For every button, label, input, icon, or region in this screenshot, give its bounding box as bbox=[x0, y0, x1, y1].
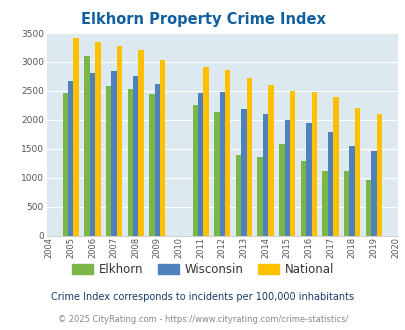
Bar bbox=[192, 106, 198, 236]
Bar bbox=[262, 114, 268, 236]
Bar bbox=[246, 78, 252, 236]
Text: Crime Index corresponds to incidents per 100,000 inhabitants: Crime Index corresponds to incidents per… bbox=[51, 292, 354, 302]
Bar bbox=[268, 85, 273, 236]
Bar bbox=[138, 50, 143, 236]
Bar bbox=[127, 89, 133, 236]
Bar bbox=[214, 113, 219, 236]
Bar bbox=[224, 70, 230, 236]
Bar bbox=[68, 81, 73, 236]
Bar bbox=[300, 161, 305, 236]
Bar bbox=[327, 132, 333, 236]
Bar bbox=[84, 56, 90, 236]
Bar bbox=[333, 97, 338, 236]
Bar bbox=[203, 67, 208, 236]
Bar bbox=[90, 73, 95, 236]
Legend: Elkhorn, Wisconsin, National: Elkhorn, Wisconsin, National bbox=[67, 258, 338, 281]
Bar bbox=[365, 180, 370, 236]
Bar bbox=[354, 108, 359, 236]
Bar bbox=[241, 109, 246, 236]
Bar bbox=[370, 151, 375, 236]
Bar bbox=[111, 71, 117, 236]
Bar bbox=[219, 92, 224, 236]
Bar bbox=[73, 38, 79, 236]
Text: © 2025 CityRating.com - https://www.cityrating.com/crime-statistics/: © 2025 CityRating.com - https://www.city… bbox=[58, 315, 347, 324]
Bar bbox=[149, 94, 154, 236]
Bar bbox=[133, 76, 138, 236]
Bar bbox=[278, 144, 284, 236]
Bar bbox=[62, 93, 68, 236]
Bar bbox=[257, 156, 262, 236]
Bar bbox=[375, 114, 381, 236]
Bar bbox=[322, 171, 327, 236]
Bar bbox=[106, 86, 111, 236]
Text: Elkhorn Property Crime Index: Elkhorn Property Crime Index bbox=[80, 12, 325, 26]
Bar bbox=[235, 155, 241, 236]
Bar bbox=[117, 46, 122, 236]
Bar bbox=[311, 92, 316, 236]
Bar bbox=[160, 60, 165, 236]
Bar bbox=[343, 171, 349, 236]
Bar bbox=[305, 123, 311, 236]
Bar bbox=[284, 120, 289, 236]
Bar bbox=[154, 84, 160, 236]
Bar bbox=[289, 91, 294, 236]
Bar bbox=[198, 93, 203, 236]
Bar bbox=[95, 42, 100, 236]
Bar bbox=[349, 146, 354, 236]
